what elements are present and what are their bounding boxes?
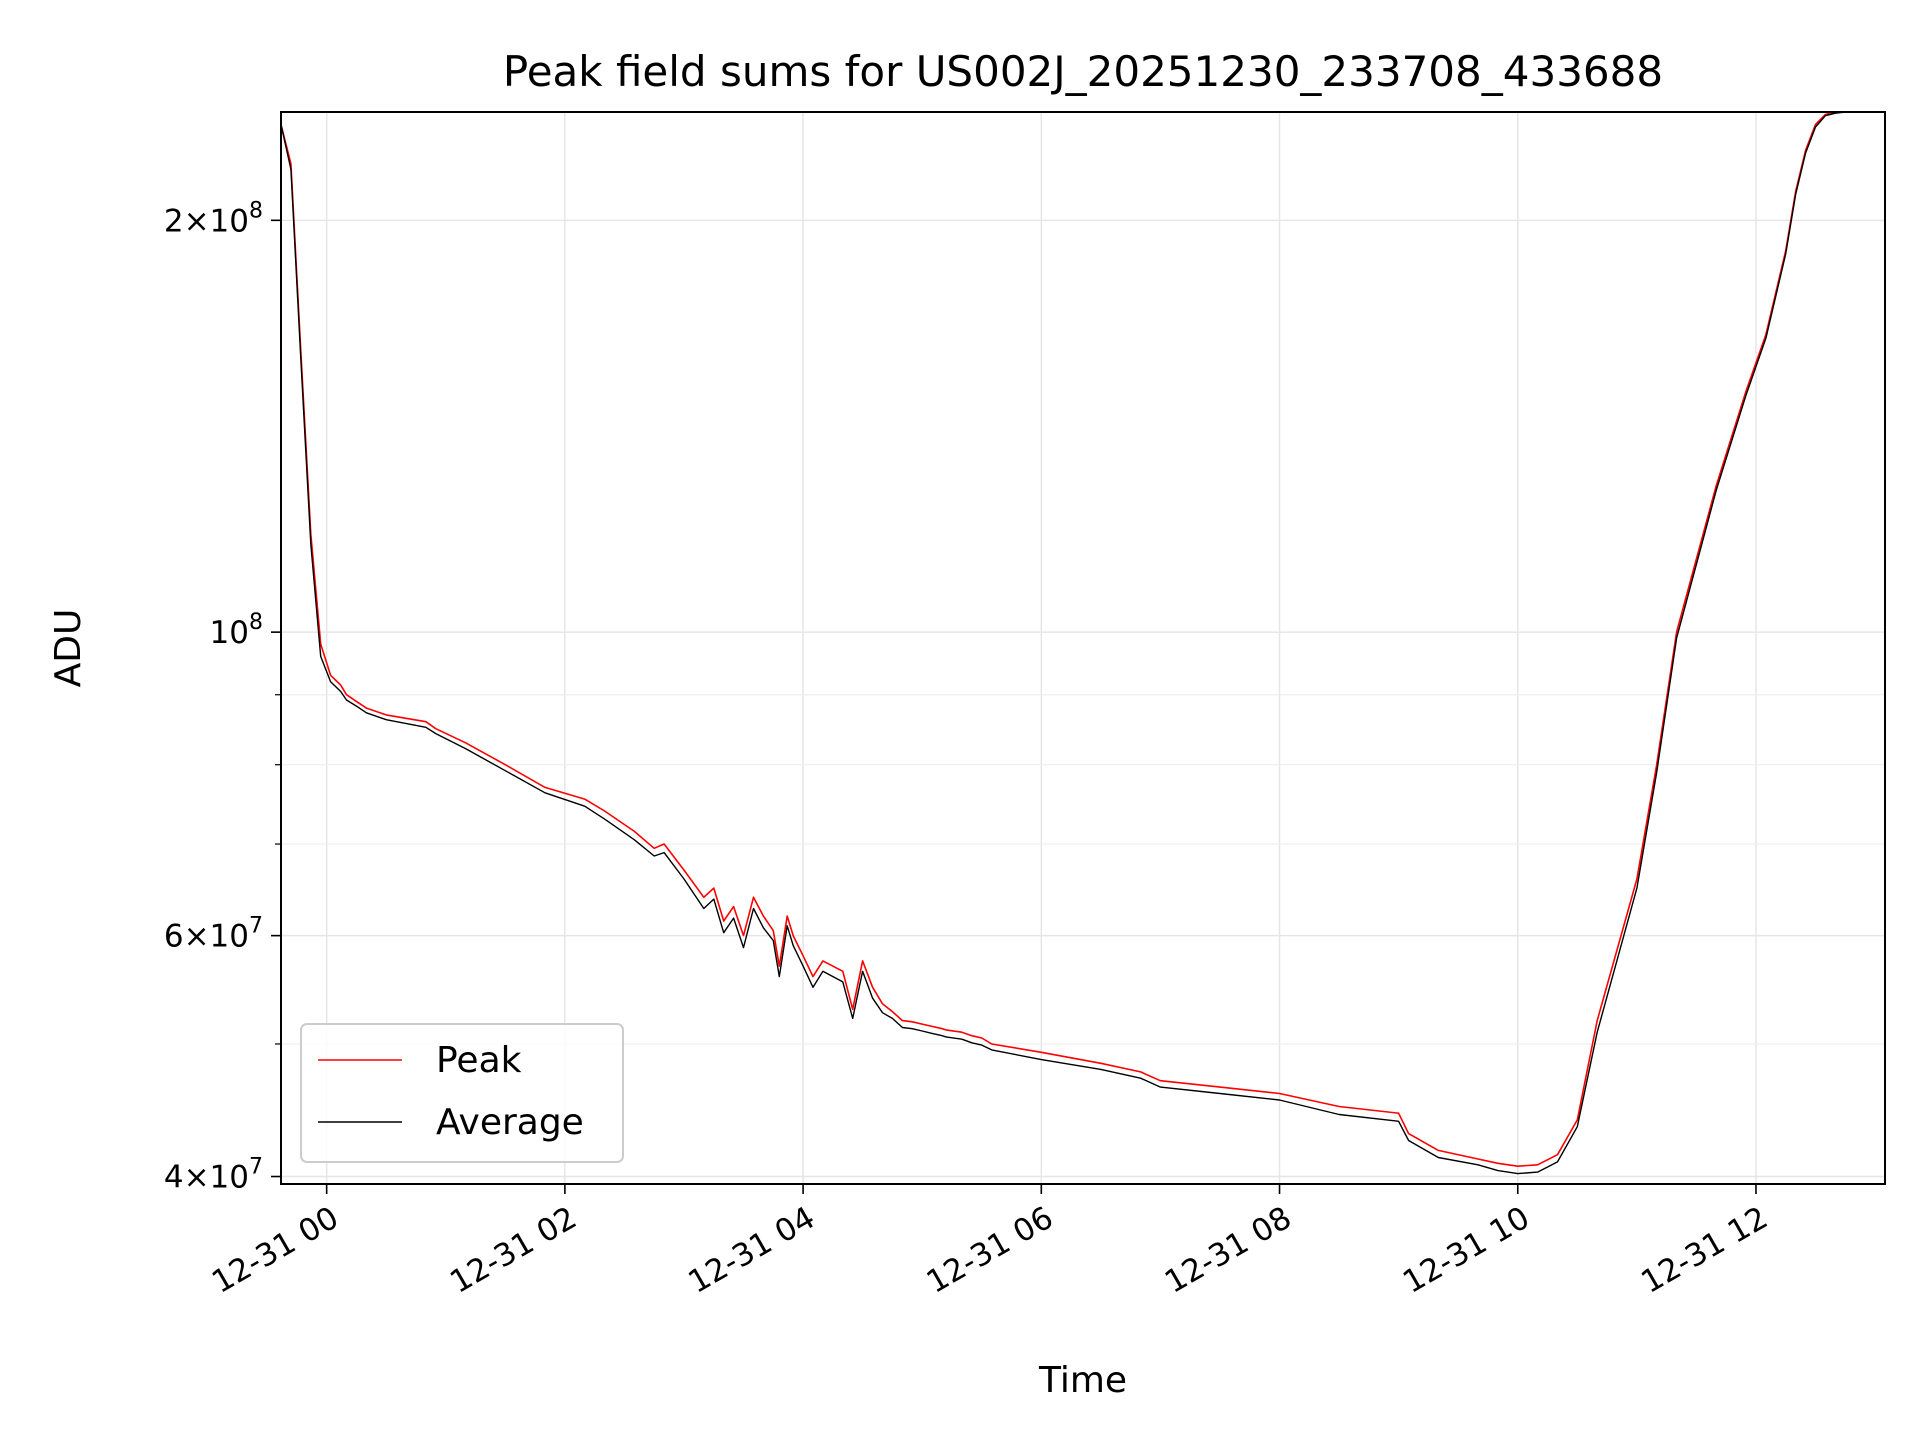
series-layer xyxy=(281,112,1876,1175)
plot-frame xyxy=(280,111,1886,1185)
y-axis-title: ADU xyxy=(48,609,89,688)
y-tick-label: 108 xyxy=(210,610,263,651)
legend-label-average: Average xyxy=(436,1102,584,1143)
legend-box xyxy=(300,1023,624,1163)
y-tick-label: 6×107 xyxy=(164,914,263,955)
y-tick-label: 4×107 xyxy=(164,1155,263,1196)
series-line-peak xyxy=(281,112,1876,1167)
grid xyxy=(281,112,1885,1184)
legend: Peak Average xyxy=(300,1023,624,1163)
chart-title: Peak field sums for US002J_20251230_2337… xyxy=(503,47,1663,96)
y-tick-label: 2×108 xyxy=(164,198,263,239)
legend-label-peak: Peak xyxy=(436,1040,522,1081)
x-axis-title: Time xyxy=(1038,1360,1127,1401)
y-axis-ticks: 4×107 6×107 108 2×108 xyxy=(164,198,281,1196)
series-line-average xyxy=(281,112,1876,1175)
